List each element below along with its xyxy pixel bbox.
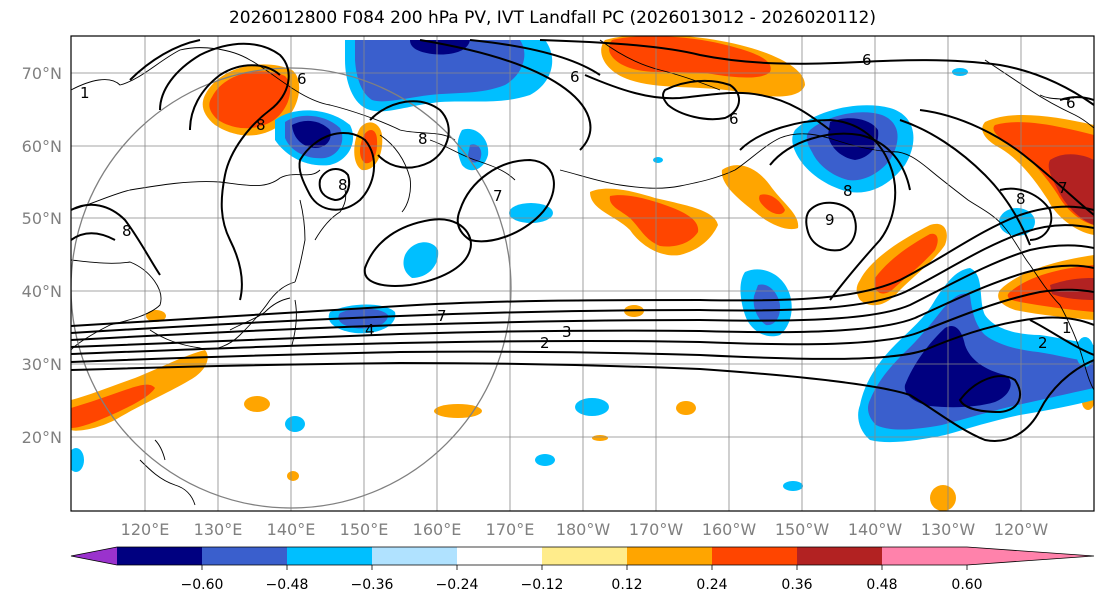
- lat-label: 40°N: [22, 282, 62, 301]
- contour-labels: 6 6 6 6 6 8 8 8 8 8 8 9 7 7 7 4 3 2 1 1 …: [80, 51, 1076, 352]
- colorbar-tick-label: 0.24: [696, 577, 727, 593]
- radius-circle: [71, 67, 512, 509]
- colorbar-tick-label: 0.36: [781, 577, 812, 593]
- colorbar-segment: [797, 547, 882, 565]
- lat-label: 20°N: [22, 428, 62, 447]
- map-frame: [70, 35, 1095, 512]
- colorbar-segment: [542, 547, 627, 565]
- contour-label: 6: [729, 110, 739, 128]
- lon-label: 140°E: [267, 520, 316, 539]
- contour-label: 6: [570, 68, 580, 86]
- colorbar-tick-label: −0.60: [181, 577, 224, 593]
- contour-label: 8: [843, 182, 853, 200]
- contour-label: 6: [297, 70, 307, 88]
- contour-label: 4: [365, 321, 375, 339]
- colorbar-segment: [457, 547, 542, 565]
- colorbar-segment: [882, 547, 967, 565]
- longitude-labels: 120°E 130°E 140°E 150°E 160°E 170°E 180°…: [121, 520, 1049, 539]
- contour-label: 8: [256, 116, 266, 134]
- colorbar-extend-low: [71, 547, 117, 565]
- contour-label: 1: [1062, 319, 1072, 337]
- lat-label: 30°N: [22, 355, 62, 374]
- lon-label: 140°W: [848, 520, 903, 539]
- contour-label: 8: [338, 176, 348, 194]
- contour-label: 8: [122, 222, 132, 240]
- contour-label: 6: [1066, 94, 1076, 112]
- lon-label: 150°E: [340, 520, 389, 539]
- colorbar-tick-label: 0.12: [611, 577, 642, 593]
- lon-label: 130°W: [921, 520, 976, 539]
- lon-label: 150°W: [775, 520, 830, 539]
- colorbar-tick-label: −0.12: [521, 577, 564, 593]
- coastlines: [71, 39, 1094, 506]
- map-title: 2026012800 F084 200 hPa PV, IVT Landfall…: [228, 8, 876, 28]
- colorbar-segment: [712, 547, 797, 565]
- colorbar-segment: [627, 547, 712, 565]
- colorbar-tick-label: −0.24: [436, 577, 479, 593]
- colorbar-segment: [117, 547, 202, 565]
- contour-label: 2: [540, 334, 550, 352]
- colorbar-tick-label: 0.60: [951, 577, 982, 593]
- lon-label: 130°E: [194, 520, 243, 539]
- contour-label: 8: [1016, 190, 1026, 208]
- contour-label: 2: [1038, 334, 1048, 352]
- contour-label: 7: [437, 307, 447, 325]
- lon-label: 160°W: [702, 520, 757, 539]
- colorbar: −0.60 −0.48 −0.36 −0.24 −0.12 0.12 0.24 …: [70, 546, 1095, 593]
- lon-label: 120°E: [121, 520, 170, 539]
- lon-label: 170°E: [486, 520, 535, 539]
- lat-label: 60°N: [22, 137, 62, 156]
- contour-label: 6: [862, 51, 872, 69]
- colorbar-tick-label: −0.48: [266, 577, 309, 593]
- lon-label: 120°W: [994, 520, 1049, 539]
- lat-label: 70°N: [22, 64, 62, 83]
- colorbar-segment: [202, 547, 287, 565]
- colorbar-outline: [70, 546, 1095, 566]
- lon-label: 160°E: [413, 520, 462, 539]
- contour-label: 3: [562, 323, 572, 341]
- lon-label: 180°W: [556, 520, 611, 539]
- colorbar-tick-label: −0.36: [351, 577, 394, 593]
- contour-label: 1: [80, 84, 90, 102]
- colorbar-segment: [287, 547, 372, 565]
- lat-label: 50°N: [22, 209, 62, 228]
- contour-label: 7: [493, 187, 503, 205]
- contour-label: 8: [418, 130, 428, 148]
- colorbar-extend-high: [967, 547, 1094, 565]
- contour-label: 7: [1058, 179, 1068, 197]
- colorbar-tick-label: 0.48: [866, 577, 897, 593]
- pv-contours: [71, 39, 1094, 442]
- lon-label: 170°W: [629, 520, 684, 539]
- colorbar-ticks: [201, 565, 968, 570]
- colorbar-segment: [372, 547, 457, 565]
- latitude-labels: 70°N 60°N 50°N 40°N 30°N 20°N: [22, 64, 62, 447]
- contour-label: 9: [825, 211, 835, 229]
